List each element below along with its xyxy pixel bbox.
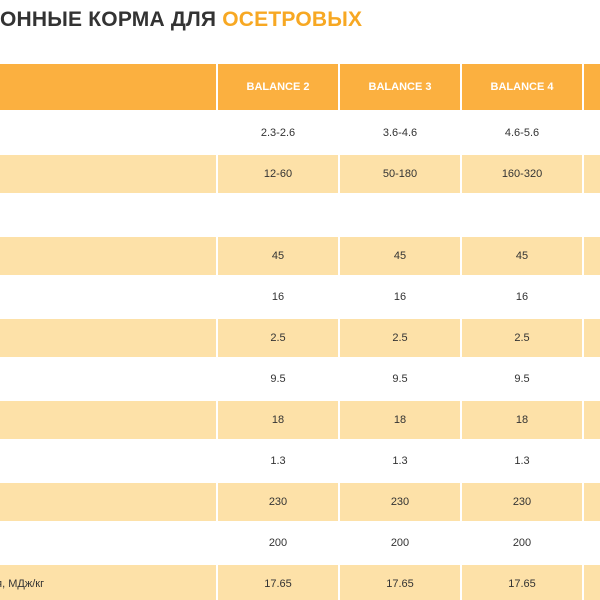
row-value: 45 <box>462 237 582 275</box>
row-extra <box>584 155 600 193</box>
row-value: 2.5 <box>218 319 338 357</box>
row-label: % <box>0 319 216 357</box>
row-value: 16 <box>462 278 582 316</box>
row-value: 230 <box>340 483 460 521</box>
row-value: 1.3 <box>340 442 460 480</box>
row-value: 200 <box>462 524 582 562</box>
row-value: 200 <box>340 524 460 562</box>
table-row: м2.3-2.63.6-4.64.6-5.6 <box>0 114 600 152</box>
table-row <box>0 196 600 234</box>
row-label <box>0 401 216 439</box>
row-label <box>0 360 216 398</box>
row-value: 2.3-2.6 <box>218 114 338 152</box>
row-value: 200 <box>218 524 338 562</box>
row-value: 18 <box>218 401 338 439</box>
row-value: 18 <box>462 401 582 439</box>
row-value: 1.3 <box>218 442 338 480</box>
row-value: 17.65 <box>462 565 582 600</box>
row-value: 3.6-4.6 <box>340 114 460 152</box>
row-value: 4.6-5.6 <box>462 114 582 152</box>
table-row: 45 45 45 <box>0 237 600 275</box>
table-row: 1.3 1.3 1.3 <box>0 442 600 480</box>
row-value: 17.65 <box>218 565 338 600</box>
feed-spec-table: BALANCE 2 BALANCE 3 BALANCE 4 м2.3-2.63.… <box>0 64 600 600</box>
row-extra <box>584 442 600 480</box>
page-title: ОННЫЕ КОРМА ДЛЯ ОСЕТРОВЫХ <box>0 8 362 32</box>
row-value: 2.5 <box>340 319 460 357</box>
row-label <box>0 442 216 480</box>
row-value: 17.65 <box>340 565 460 600</box>
row-extra <box>584 196 600 234</box>
row-extra <box>584 114 600 152</box>
row-label <box>0 524 216 562</box>
row-value: 12-60 <box>218 155 338 193</box>
row-value <box>340 196 460 234</box>
row-value: 9.5 <box>462 360 582 398</box>
table-row: %2.52.52.5 <box>0 319 600 357</box>
header-cell-extra <box>584 64 600 110</box>
row-value: 230 <box>218 483 338 521</box>
header-cell-balance-4: BALANCE 4 <box>462 64 582 110</box>
row-value: 45 <box>218 237 338 275</box>
row-extra <box>584 278 600 316</box>
header-cell-balance-3: BALANCE 3 <box>340 64 460 110</box>
row-extra <box>584 483 600 521</box>
row-value: 160-320 <box>462 155 582 193</box>
row-value: 45 <box>340 237 460 275</box>
row-extra <box>584 565 600 600</box>
row-value: 9.5 <box>218 360 338 398</box>
table-row: 9.5 9.5 9.5 <box>0 360 600 398</box>
row-value: 230 <box>462 483 582 521</box>
row-value: 1.3 <box>462 442 582 480</box>
row-extra <box>584 401 600 439</box>
row-label <box>0 483 216 521</box>
header-cell-label <box>0 64 216 110</box>
row-label <box>0 155 216 193</box>
row-label <box>0 237 216 275</box>
row-label: м <box>0 114 216 152</box>
row-value: 9.5 <box>340 360 460 398</box>
table-header-row: BALANCE 2 BALANCE 3 BALANCE 4 <box>0 64 600 110</box>
table-row: 230 230 230 <box>0 483 600 521</box>
row-extra <box>584 319 600 357</box>
table-row: 16 16 16 <box>0 278 600 316</box>
header-cell-balance-2: BALANCE 2 <box>218 64 338 110</box>
table-body: м2.3-2.63.6-4.64.6-5.612-6050-180160-320… <box>0 114 600 600</box>
row-extra <box>584 524 600 562</box>
row-value: 2.5 <box>462 319 582 357</box>
row-value: 16 <box>340 278 460 316</box>
row-value: 50-180 <box>340 155 460 193</box>
row-value: 16 <box>218 278 338 316</box>
table-row: 12-60 50-180 160-320 <box>0 155 600 193</box>
row-extra <box>584 360 600 398</box>
title-prefix: ОННЫЕ КОРМА ДЛЯ <box>0 8 223 31</box>
row-extra <box>584 237 600 275</box>
table-row: 200 200 200 <box>0 524 600 562</box>
table-row: 18 18 18 <box>0 401 600 439</box>
row-label <box>0 196 216 234</box>
row-value: 18 <box>340 401 460 439</box>
title-accent: ОСЕТРОВЫХ <box>222 8 363 31</box>
row-label <box>0 278 216 316</box>
row-value <box>462 196 582 234</box>
row-label: гия, МДж/кг <box>0 565 216 600</box>
row-value <box>218 196 338 234</box>
